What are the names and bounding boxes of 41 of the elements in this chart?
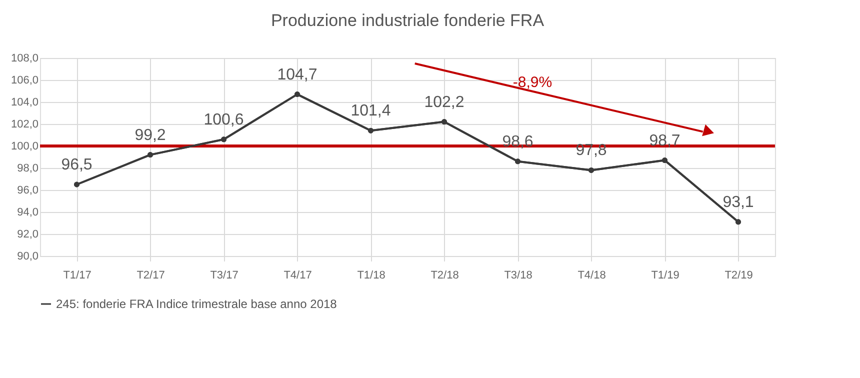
data-label: 93,1 (722, 194, 754, 211)
data-label: 100,6 (204, 111, 244, 128)
point (221, 136, 226, 142)
point (368, 128, 374, 134)
point (736, 219, 741, 225)
x-tick-label: T2/18 (430, 270, 459, 282)
x-tick-label: T1/18 (357, 270, 386, 282)
y-tick-label: 104,0 (10, 96, 38, 108)
y-tick-label: 96,0 (17, 184, 38, 196)
data-label: 96,5 (61, 156, 92, 174)
y-tick-label: 94,0 (17, 206, 38, 218)
point (662, 158, 668, 164)
data-label: 97,8 (576, 142, 607, 160)
x-tick-label: T2/19 (724, 270, 753, 282)
point (442, 119, 447, 125)
point (74, 182, 80, 188)
x-tick-label: T3/17 (210, 270, 238, 282)
y-tick-label: 90,0 (17, 250, 38, 262)
point (515, 158, 520, 164)
data-label: 104,7 (277, 66, 318, 84)
point (294, 92, 300, 98)
x-tick-label: T4/17 (284, 270, 312, 282)
y-tick-label: 106,0 (10, 74, 38, 86)
point (148, 152, 153, 158)
legend-label: 245: fonderie FRA Indice trimestrale base anno 2018 (56, 297, 338, 311)
x-tick-label: T4/18 (578, 270, 606, 282)
y-tick-label: 98,0 (17, 162, 38, 174)
x-tick-label: T3/18 (504, 270, 532, 282)
x-tick-label: T1/17 (63, 270, 92, 282)
annotation: -8,9% (512, 74, 552, 92)
y-tick-label: 92,0 (17, 228, 38, 240)
x-tick-label: T1/19 (651, 270, 680, 282)
data-label: 99,2 (134, 126, 166, 144)
data-label: 102,2 (424, 94, 464, 111)
data-label: 101,4 (350, 102, 391, 120)
y-tick-label: 108,0 (10, 52, 38, 64)
y-tick-label: 102,0 (10, 118, 38, 130)
chart-title: Produzione industriale fonderie FRA (270, 11, 545, 30)
point (588, 167, 594, 173)
y-tick-label: 100,0 (10, 140, 38, 152)
x-tick-label: T2/17 (136, 270, 165, 282)
